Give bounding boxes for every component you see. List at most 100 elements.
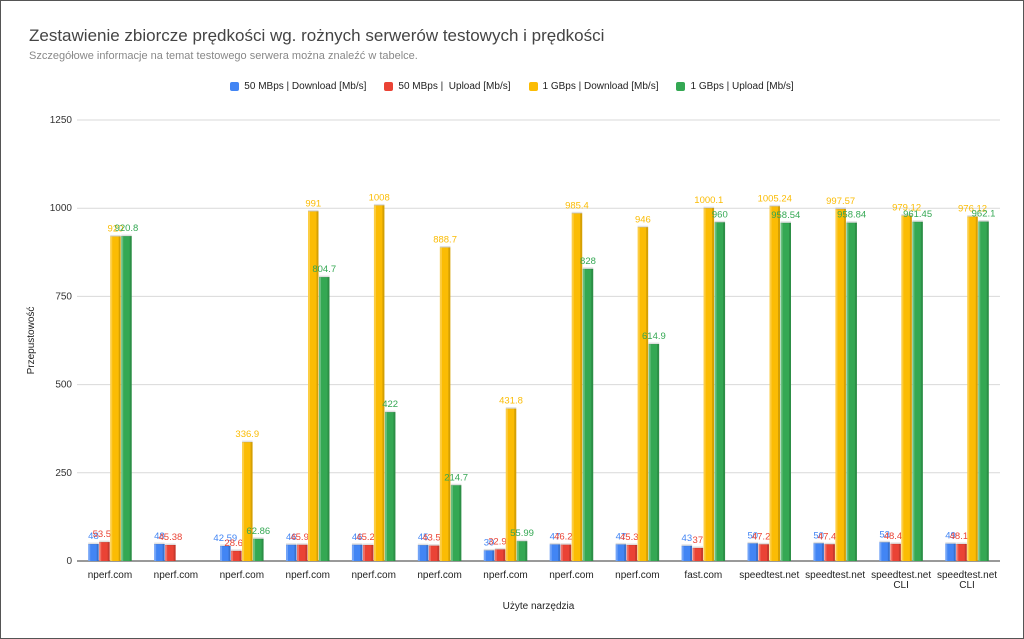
bar-highlight	[626, 544, 629, 561]
bar-highlight	[703, 208, 706, 561]
x-tick-label: fast.com	[684, 570, 722, 581]
x-tick-label: nperf.com	[286, 570, 330, 581]
data-label: 50	[747, 530, 758, 541]
bar-top	[747, 541, 758, 544]
bar-top	[549, 542, 561, 545]
bar-highlight	[945, 543, 948, 561]
bar-0-0	[88, 544, 99, 561]
x-tick-label: nperf.com	[154, 570, 198, 581]
data-label: 47.42	[818, 531, 842, 542]
data-label: 37	[693, 535, 704, 546]
bar-highlight	[824, 544, 827, 561]
data-label: 32.95	[488, 536, 512, 547]
bar-highlight	[439, 247, 442, 561]
bar-0-13	[945, 543, 956, 561]
bar-highlight	[242, 442, 245, 561]
legend-item-download-50[interactable]: 50 MBps | Download [Mb/s]	[230, 81, 366, 92]
bar-2-0	[110, 236, 121, 561]
data-label: 50	[813, 530, 824, 541]
bar-top	[351, 543, 363, 546]
bar-highlight	[231, 550, 234, 561]
bar-highlight	[571, 213, 574, 561]
bar-3-13	[978, 221, 989, 562]
data-label: 431.8	[499, 396, 523, 407]
bar-3-7	[582, 268, 594, 561]
bar-0-2	[220, 545, 231, 561]
bar-highlight	[450, 485, 453, 561]
bar-highlight	[516, 541, 519, 561]
bar-highlight	[110, 236, 113, 561]
x-tick-label: nperf.com	[417, 570, 461, 581]
data-label: 53	[879, 529, 890, 540]
bar-shade	[107, 542, 110, 561]
bar-3-10	[780, 222, 791, 561]
legend-item-upload-1g[interactable]: 1 GBps | Upload [Mb/s]	[676, 81, 794, 92]
y-tick-label: 500	[55, 380, 72, 391]
bar-shade	[756, 543, 758, 561]
data-label: 961.45	[903, 209, 932, 220]
bar-1-3	[297, 544, 308, 561]
bar-1-10	[758, 544, 769, 561]
bar-highlight	[494, 549, 497, 561]
bar-0-1	[154, 544, 165, 561]
chart-legend: 50 MBps | Download [Mb/s] 50 MBps | Uplo…	[0, 81, 1024, 92]
legend-swatch	[676, 82, 686, 91]
bar-top	[88, 542, 99, 545]
bar-top	[483, 548, 495, 551]
data-label: 48	[88, 531, 99, 542]
bar-highlight	[88, 544, 91, 561]
bar-top	[494, 547, 506, 550]
bar-shade	[371, 545, 374, 561]
data-label: 45	[418, 532, 429, 543]
legend-item-upload-50[interactable]: 50 MBps | Upload [Mb/s]	[384, 81, 511, 92]
bar-highlight	[967, 216, 970, 561]
bar-top	[648, 342, 660, 345]
bar-top	[505, 407, 517, 410]
bar-highlight	[747, 543, 750, 561]
bar-shade	[986, 221, 989, 562]
bar-shade	[327, 277, 330, 561]
bar-1-1	[165, 544, 176, 561]
bar-2-12	[901, 215, 912, 561]
bar-highlight	[165, 544, 168, 561]
legend-label: 1 GBps | Download [Mb/s]	[542, 81, 659, 92]
bar-0-9	[681, 545, 693, 561]
bar-top	[703, 206, 715, 209]
data-label: 1000.1	[694, 195, 723, 206]
bar-top	[912, 220, 923, 223]
bar-highlight	[813, 543, 816, 561]
bar-shade	[591, 268, 594, 561]
bar-highlight	[297, 544, 299, 561]
y-tick-label: 1250	[50, 115, 73, 126]
bar-2-10	[769, 206, 780, 562]
data-label: 48.49	[884, 531, 908, 542]
bar-highlight	[549, 544, 552, 561]
x-tick-label: CLI	[893, 580, 909, 591]
bar-highlight	[912, 221, 915, 561]
legend-item-download-1g[interactable]: 1 GBps | Download [Mb/s]	[528, 81, 659, 92]
data-label: 47.28	[752, 531, 776, 542]
bar-shade	[887, 542, 890, 561]
bar-highlight	[253, 538, 256, 561]
bar-shade	[228, 545, 231, 561]
bar-shade	[393, 412, 396, 561]
bar-shade	[701, 547, 704, 561]
x-tick-label: nperf.com	[483, 570, 527, 581]
data-label: 45.29	[356, 532, 380, 543]
bar-top	[956, 542, 967, 545]
bar-highlight	[560, 544, 563, 561]
y-tick-label: 0	[66, 556, 72, 567]
data-label: 46	[352, 532, 363, 543]
bar-highlight	[846, 222, 849, 561]
bar-highlight	[648, 344, 651, 561]
bar-top	[417, 543, 429, 546]
data-label: 43	[682, 533, 693, 544]
bar-0-6	[483, 550, 495, 561]
bar-highlight	[758, 544, 761, 561]
bar-top	[253, 537, 264, 540]
bar-highlight	[769, 206, 772, 562]
data-label: 48.15	[950, 531, 974, 542]
bar-top	[428, 544, 440, 547]
bar-highlight	[901, 215, 904, 561]
